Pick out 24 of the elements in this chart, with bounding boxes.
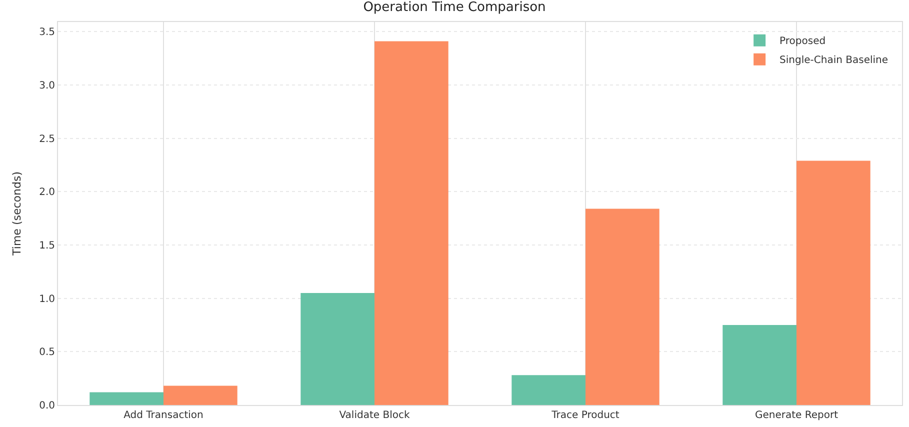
bar: [164, 386, 238, 405]
y-tick-label: 2.0: [39, 187, 55, 198]
x-tick-label: Add Transaction: [124, 410, 204, 421]
bar: [796, 160, 870, 405]
y-tick-label: 1.0: [39, 294, 55, 305]
bar: [374, 41, 448, 405]
y-tick-label: 0.0: [39, 400, 55, 412]
bar: [586, 208, 660, 405]
x-tick-label: Validate Block: [339, 410, 410, 421]
y-axis-title: Time (seconds): [10, 172, 24, 256]
x-tick-label: Generate Report: [754, 410, 838, 421]
y-tick-label: 1.5: [39, 240, 55, 252]
legend-label: Single-Chain Baseline: [780, 55, 888, 66]
y-tick-label: 3.5: [39, 27, 55, 38]
legend-label: Proposed: [780, 36, 826, 48]
bar: [722, 324, 796, 405]
bar: [300, 292, 374, 405]
y-tick-label: 3.0: [39, 80, 55, 92]
y-tick-label: 2.5: [39, 134, 55, 145]
bar: [512, 375, 586, 405]
chart-title: Operation Time Comparison: [363, 0, 546, 16]
x-tick-label: Trace Product: [550, 410, 620, 421]
y-tick-label: 0.5: [39, 347, 55, 358]
bar: [90, 392, 164, 405]
